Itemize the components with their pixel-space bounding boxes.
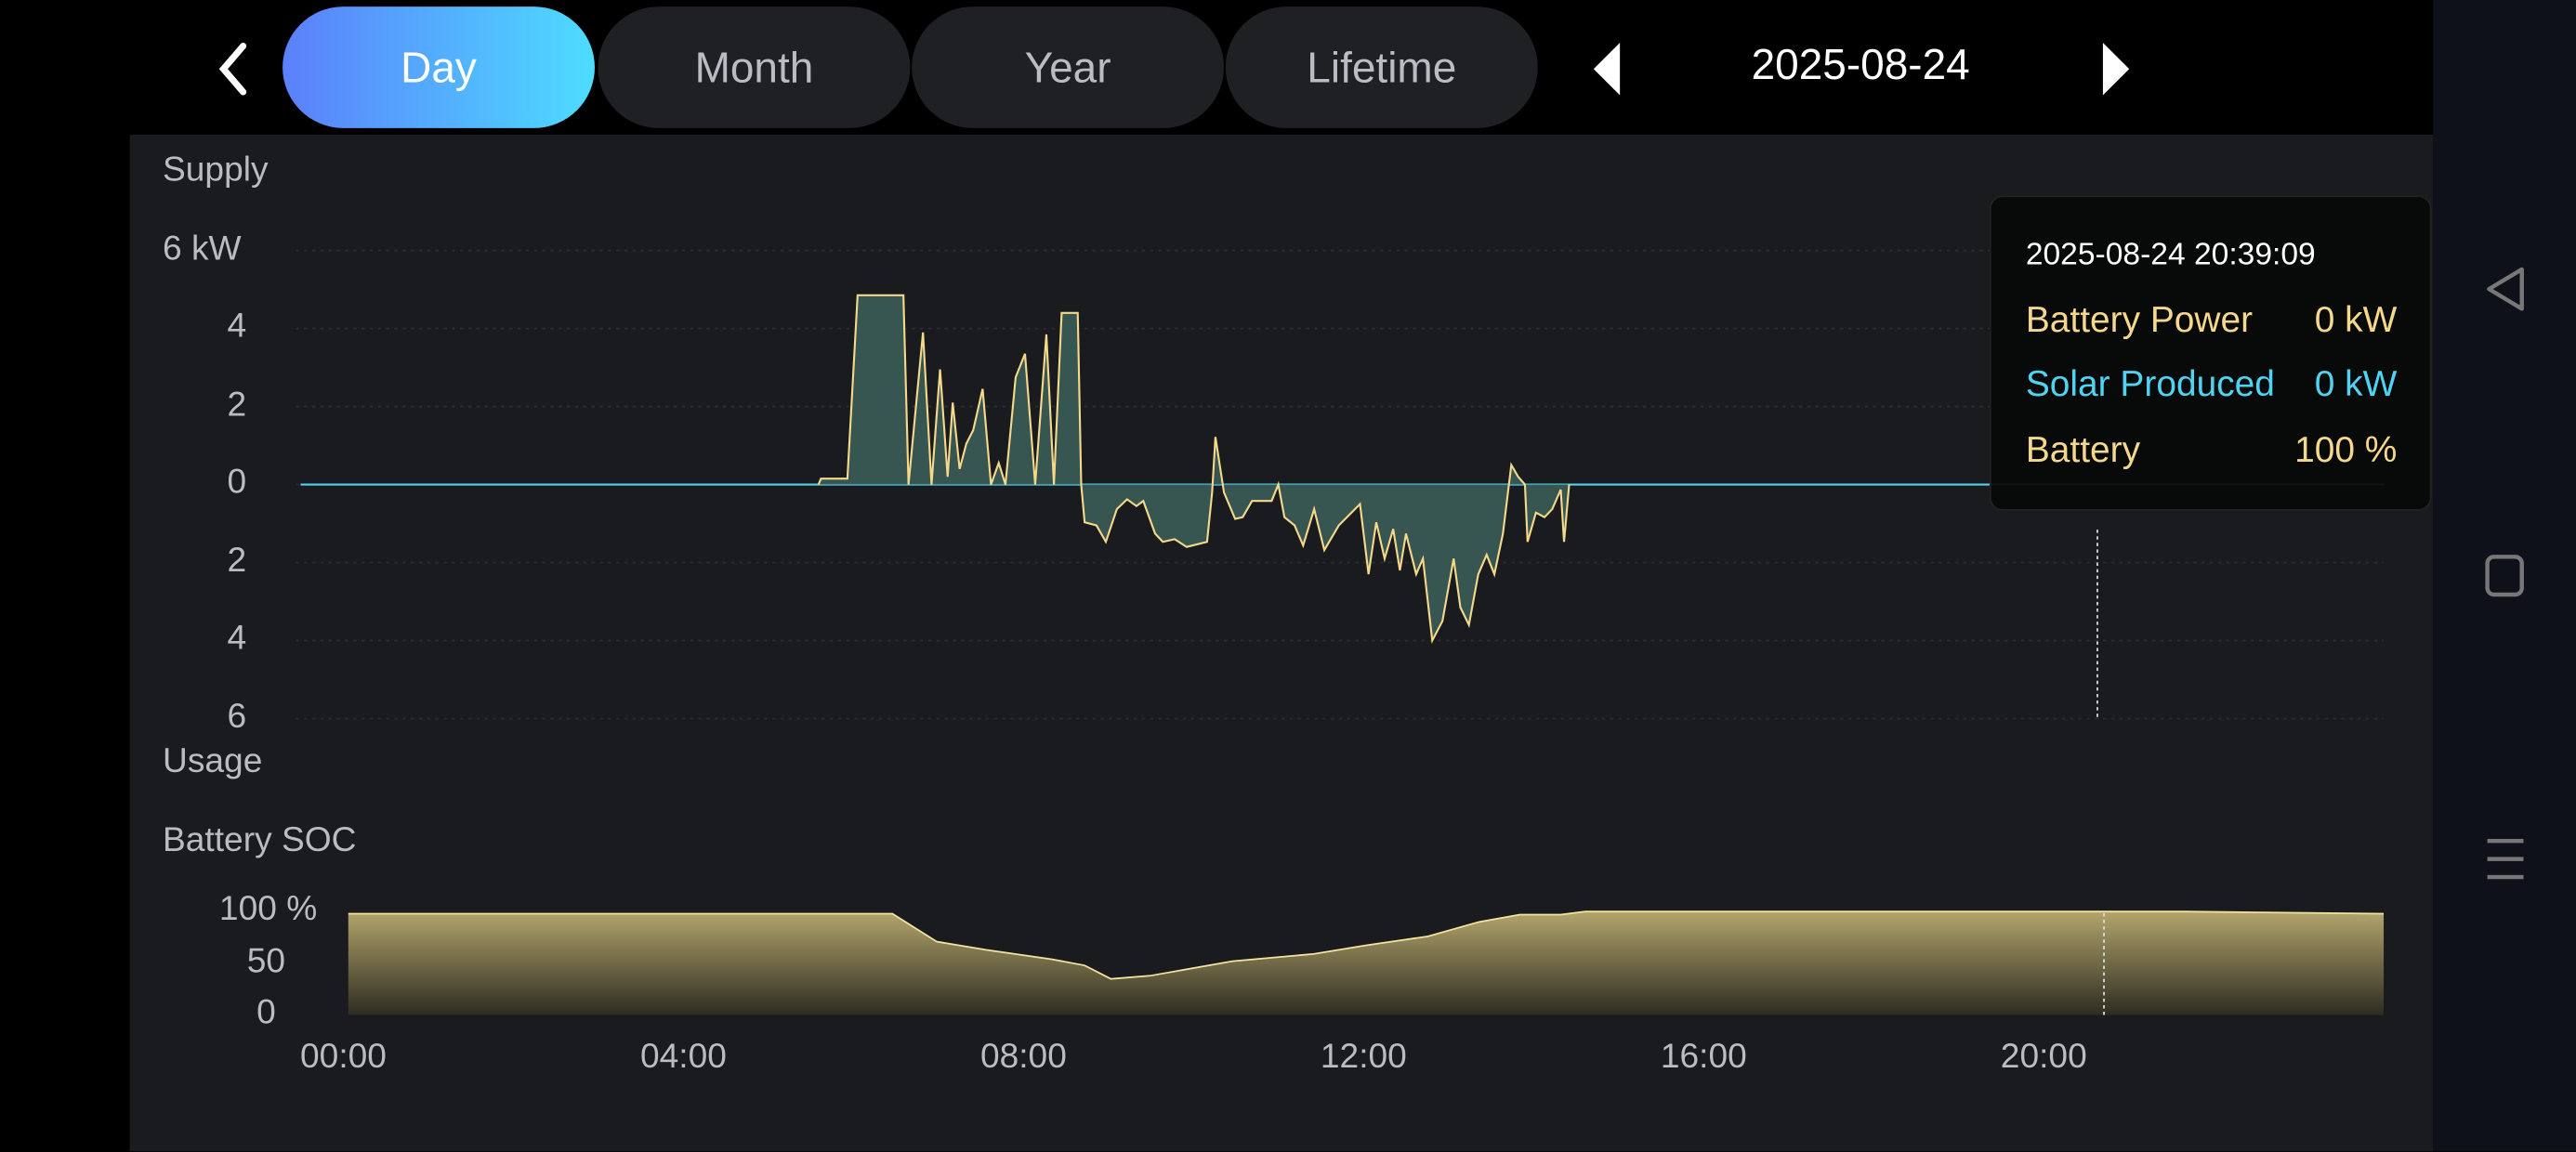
tooltip-label: Solar Produced	[2025, 362, 2275, 404]
y-tick-label: 6	[227, 697, 247, 736]
soc-y-tick-label: 100 %	[218, 890, 318, 928]
y-tick-label: 4	[227, 619, 247, 658]
tooltip-time: 2025-08-24 20:39:09	[2025, 238, 2316, 273]
nav-back-icon[interactable]	[2482, 263, 2529, 316]
y-tick-label: 2	[227, 385, 247, 424]
x-tick-label: 04:00	[639, 1038, 727, 1076]
next-date-icon[interactable]	[2096, 39, 2139, 98]
y-tick-label: 4	[227, 307, 247, 346]
y-tick-label: 2	[227, 541, 247, 580]
tooltip-value: 0 kW	[2314, 298, 2398, 340]
soc-y-tick-label: 0	[256, 993, 276, 1032]
tab-lifetime[interactable]: Lifetime	[1225, 7, 1538, 128]
x-tick-label: 20:00	[2000, 1038, 2087, 1076]
tab-day[interactable]: Day	[283, 7, 595, 128]
usage-label: Usage	[163, 742, 263, 780]
y-tick-label: 6 kW	[163, 229, 242, 268]
battery-soc-line	[348, 910, 2385, 980]
tooltip-row-battery: Battery 100 %	[2026, 428, 2398, 471]
back-chevron-icon[interactable]	[210, 36, 259, 102]
battery-soc-title: Battery SOC	[163, 820, 357, 859]
x-tick-label: 12:00	[1320, 1038, 1407, 1076]
x-tick-label: 08:00	[979, 1038, 1067, 1076]
soc-y-tick-label: 50	[246, 941, 286, 980]
previous-date-icon[interactable]	[1587, 39, 1630, 98]
battery-power-area	[818, 295, 1570, 641]
tooltip-value: 0 kW	[2314, 362, 2398, 404]
chart-tooltip: 2025-08-24 20:39:09 Battery Power 0 kW So…	[1989, 195, 2432, 511]
selected-date[interactable]: 2025-08-24	[1751, 39, 1970, 89]
supply-label: Supply	[163, 151, 269, 190]
tooltip-label: Battery Power	[2025, 298, 2254, 340]
tab-year[interactable]: Year	[912, 7, 1225, 128]
battery-soc-area	[348, 911, 2385, 1015]
y-tick-label: 0	[227, 463, 247, 502]
tab-month[interactable]: Month	[598, 7, 911, 128]
system-nav-bar	[2433, 0, 2576, 1152]
battery-power-line	[817, 294, 1571, 645]
nav-menu-icon[interactable]	[2482, 834, 2529, 884]
x-tick-label: 00:00	[300, 1038, 387, 1076]
nav-home-icon[interactable]	[2482, 552, 2529, 601]
tooltip-label: Battery	[2025, 428, 2141, 470]
tooltip-value: 100 %	[2294, 428, 2398, 470]
x-tick-label: 16:00	[1660, 1038, 1747, 1076]
tooltip-row-battery-power: Battery Power 0 kW	[2026, 299, 2398, 342]
tooltip-row-solar-produced: Solar Produced 0 kW	[2026, 363, 2398, 406]
